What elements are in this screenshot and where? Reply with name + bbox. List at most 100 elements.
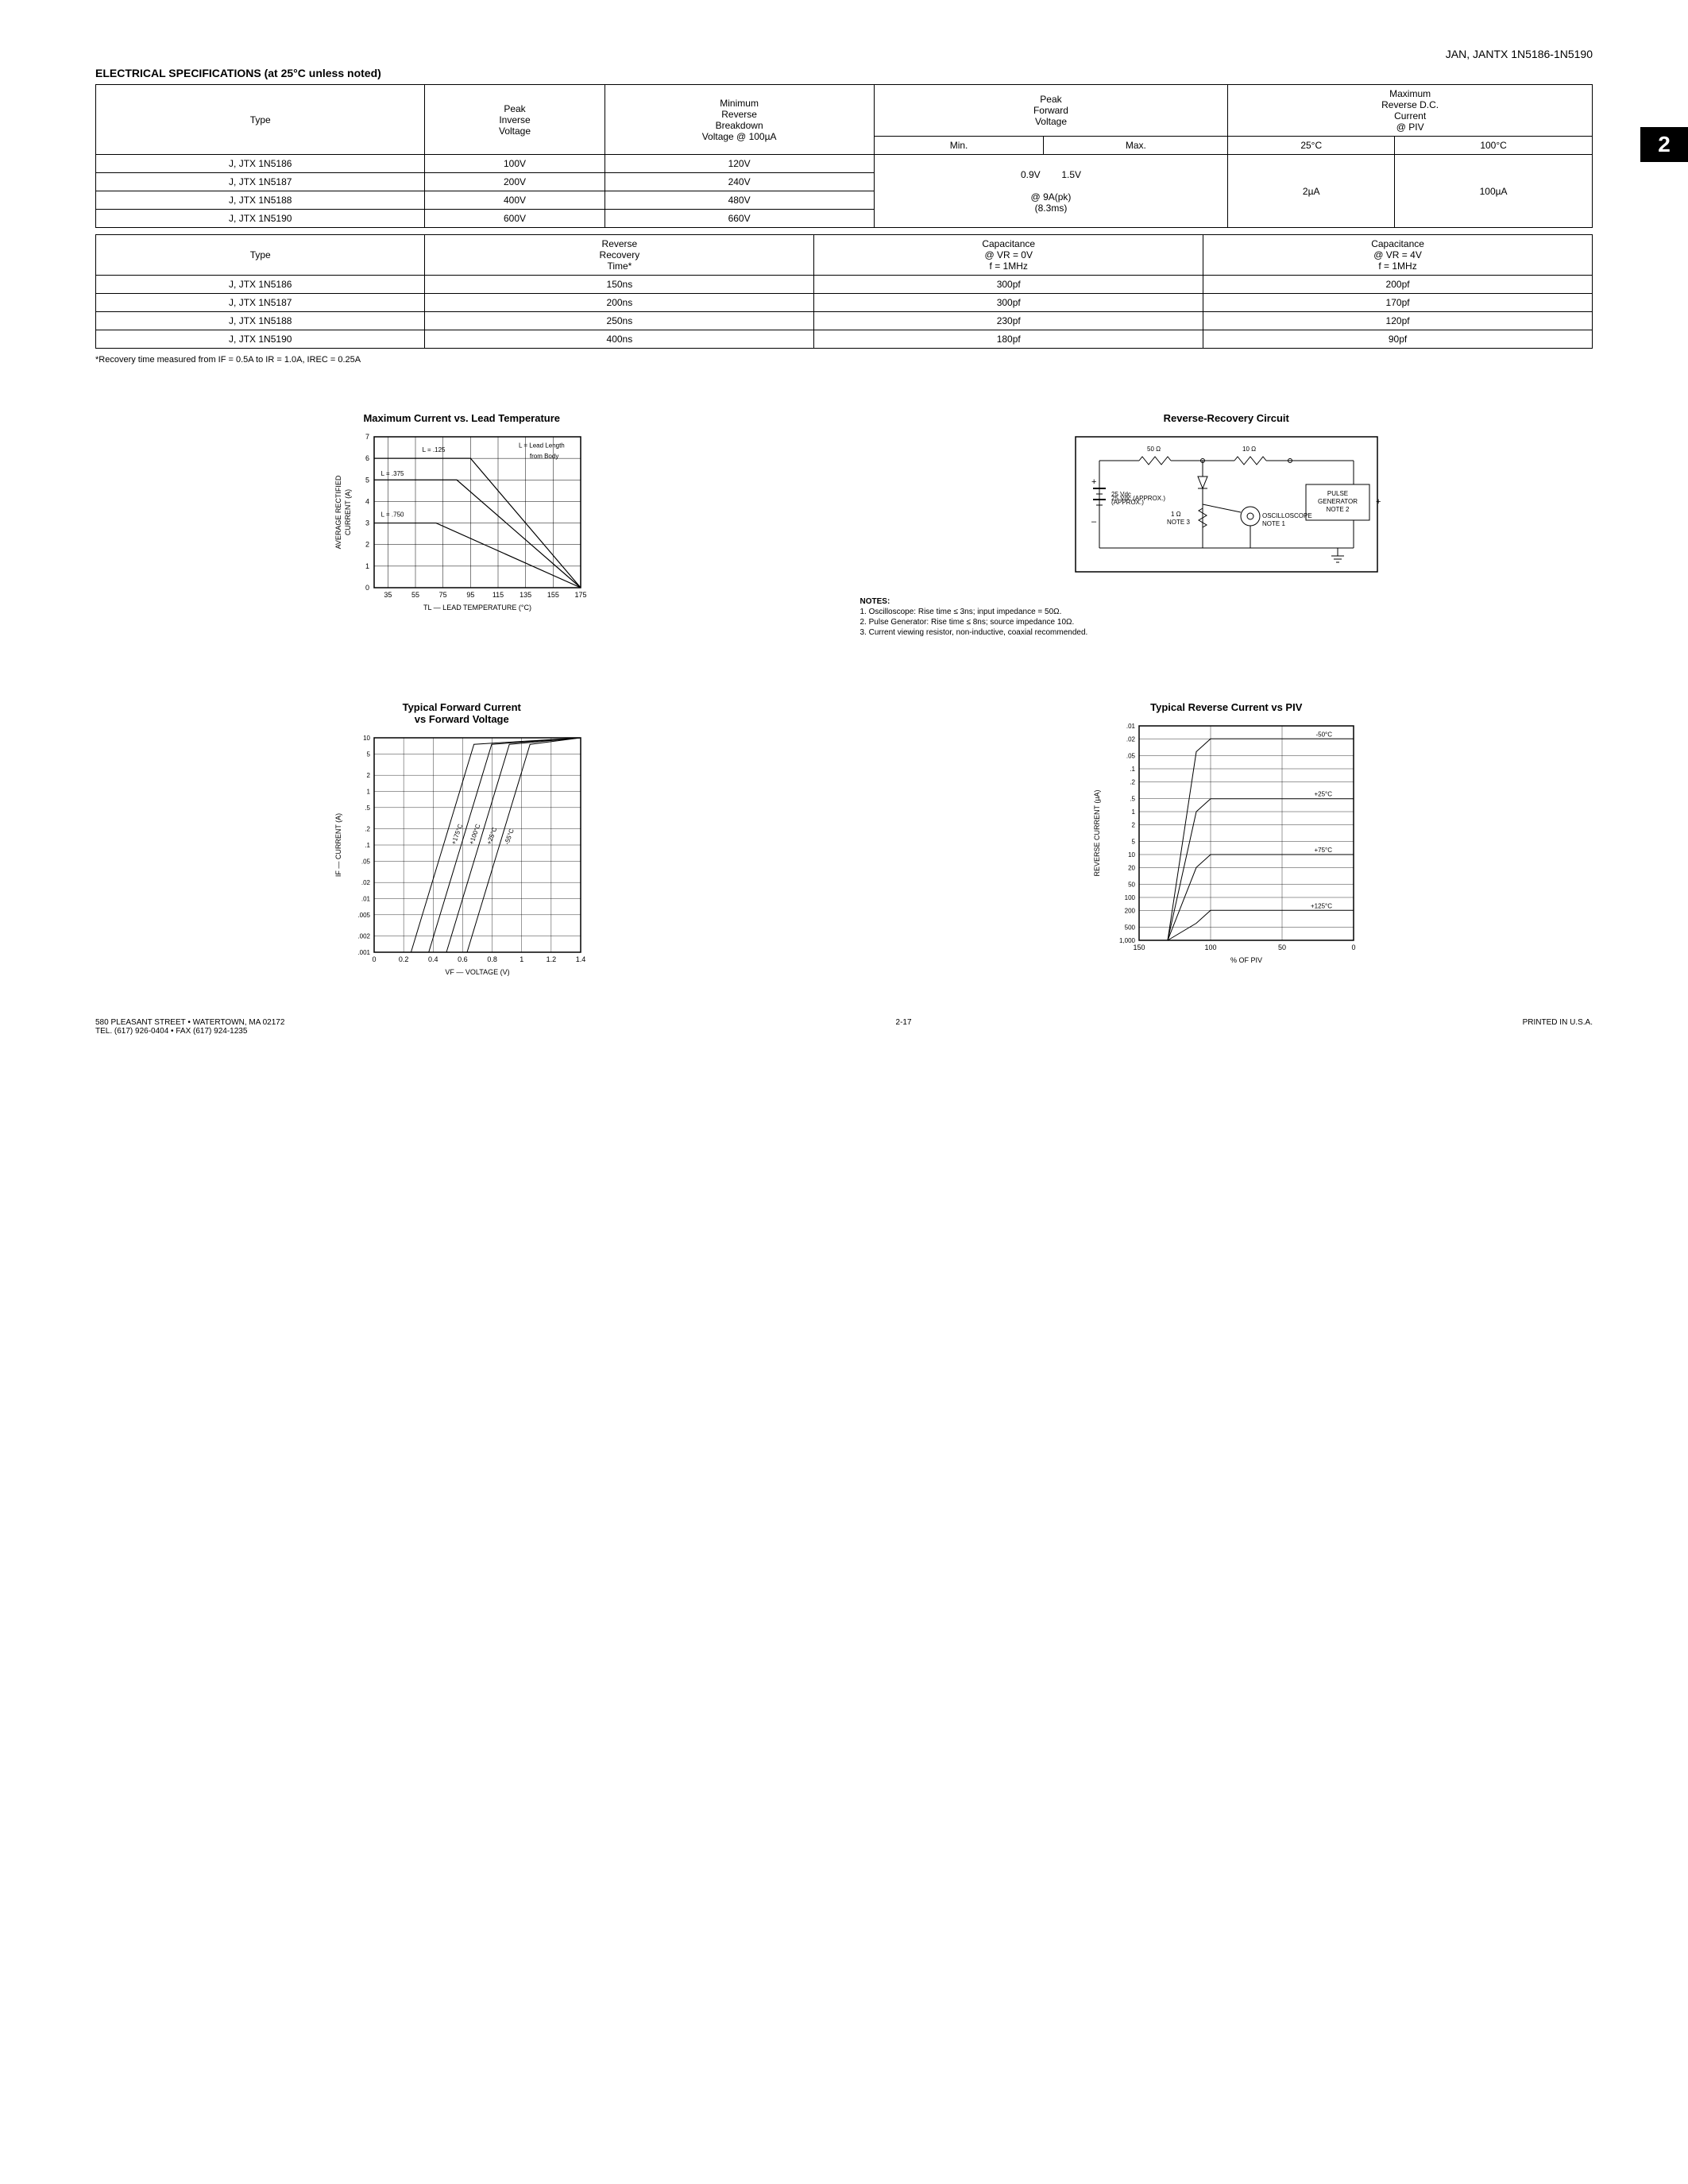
svg-text:CURRENT (A): CURRENT (A) [344,489,352,535]
footer-page: 2-17 [896,1018,912,1036]
t1r0-type: J, JTX 1N5186 [96,155,425,173]
footer-address: 580 PLEASANT STREET • WATERTOWN, MA 0217… [95,1018,284,1036]
svg-text:50: 50 [1128,882,1135,889]
section-tab: 2 [1640,127,1688,162]
svg-text:PULSE: PULSE [1327,490,1348,497]
chart-max-current: Maximum Current vs. Lead Temperature 355… [95,412,829,638]
t1r1-piv: 200V [425,173,605,191]
svg-text:0: 0 [1351,943,1355,951]
svg-text:7: 7 [365,433,369,441]
svg-text:75: 75 [439,591,447,599]
col-piv: Peak Inverse Voltage [425,85,605,155]
svg-text:50: 50 [1278,943,1286,951]
svg-text:95: 95 [467,591,475,599]
svg-text:10 Ω: 10 Ω [1242,446,1256,453]
svg-text:500: 500 [1124,924,1135,932]
svg-text:-50°C: -50°C [1315,731,1332,738]
svg-text:5: 5 [365,476,369,484]
col-pfv: Peak Forward Voltage [874,85,1228,137]
svg-text:2: 2 [365,541,369,549]
svg-text:150: 150 [1133,943,1145,951]
col-pfv-min: Min. [874,137,1044,155]
svg-text:+: + [1376,497,1381,507]
svg-text:.1: .1 [365,842,371,849]
svg-text:.5: .5 [365,805,371,812]
svg-text:.05: .05 [361,858,371,865]
svg-text:1.2: 1.2 [547,955,557,963]
t2-col-type: Type [96,235,425,276]
svg-text:from Body: from Body [530,453,558,460]
circuit-notes: NOTES: 1. Oscilloscope: Rise time ≤ 3ns;… [860,596,1593,638]
t2-col-trr: Reverse Recovery Time* [425,235,814,276]
svg-text:1.4: 1.4 [576,955,586,963]
svg-text:NOTE 1: NOTE 1 [1262,520,1285,527]
svg-text:100: 100 [1124,894,1135,901]
svg-text:0: 0 [373,955,377,963]
chart-reverse-piv: Typical Reverse Current vs PIV 150100500… [860,701,1593,986]
svg-text:VF — VOLTAGE (V): VF — VOLTAGE (V) [446,968,510,976]
svg-text:OSCILLOSCOPE: OSCILLOSCOPE [1262,512,1312,519]
t1r0-brk: 120V [605,155,874,173]
t2r2-type: J, JTX 1N5188 [96,312,425,330]
footer-printed: PRINTED IN U.S.A. [1523,1018,1593,1036]
svg-text:REVERSE CURRENT (µA): REVERSE CURRENT (µA) [1093,789,1101,876]
svg-text:55: 55 [411,591,419,599]
t2-col-c4: Capacitance @ VR = 4V f = 1MHz [1203,235,1593,276]
t2r1-type: J, JTX 1N5187 [96,294,425,312]
svg-text:1 Ω: 1 Ω [1171,511,1181,518]
t1r2-type: J, JTX 1N5188 [96,191,425,210]
svg-text:.01: .01 [1126,723,1136,730]
svg-text:10: 10 [363,735,370,742]
chart1-svg: 3555759511513515517501234567L = .125L = … [326,429,597,619]
svg-text:AVERAGE RECTIFIED: AVERAGE RECTIFIED [334,475,342,549]
svg-text:L = .125: L = .125 [423,446,446,453]
section-title: ELECTRICAL SPECIFICATIONS (at 25°C unles… [95,67,1593,79]
svg-text:10: 10 [1128,851,1135,859]
circuit-svg: +–25 Vdc (APPROX.)25 Vdc(APPROX.)50 Ω10 … [1068,429,1385,588]
col-maxrev: Maximum Reverse D.C. Current @ PIV [1228,85,1593,137]
svg-text:.2: .2 [1130,778,1135,785]
svg-text:.5: .5 [1130,796,1135,803]
svg-text:2: 2 [367,772,371,779]
svg-text:155: 155 [547,591,559,599]
svg-text:GENERATOR: GENERATOR [1318,498,1358,505]
svg-text:.02: .02 [1126,735,1136,743]
svg-text:1,000: 1,000 [1119,937,1136,944]
chart2-svg: 00.20.40.60.811.21.4.001.002.005.01.02.0… [326,730,597,984]
svg-text:20: 20 [1128,864,1135,871]
svg-text:175: 175 [575,591,587,599]
svg-text:L = Lead Length: L = Lead Length [519,442,565,450]
t1-pfv-cell: 0.9V 1.5V @ 9A(pk) (8.3ms) [874,155,1228,228]
col-type: Type [96,85,425,155]
svg-text:+25°C: +25°C [485,826,498,845]
svg-text:0.8: 0.8 [488,955,498,963]
chart-forward-iv: Typical Forward Current vs Forward Volta… [95,701,829,986]
t2-col-c0: Capacitance @ VR = 0V f = 1MHz [814,235,1203,276]
chart3-svg: 150100500.01.02.05.1.2.51251020501002005… [1083,718,1369,972]
svg-text:1: 1 [365,562,369,570]
svg-text:5: 5 [1131,839,1135,846]
col-brk: Minimum Reverse Breakdown Voltage @ 100µ… [605,85,874,155]
t1r2-piv: 400V [425,191,605,210]
svg-text:6: 6 [365,454,369,462]
svg-text:NOTE 3: NOTE 3 [1167,519,1190,526]
svg-text:3: 3 [365,519,369,527]
col-t25: 25°C [1228,137,1395,155]
svg-text:NOTE 2: NOTE 2 [1326,506,1349,513]
t1r1-brk: 240V [605,173,874,191]
t1-ir100: 100µA [1395,155,1593,228]
svg-text:2: 2 [1131,821,1135,828]
svg-text:(APPROX.): (APPROX.) [1111,499,1144,506]
svg-text:0.2: 0.2 [399,955,409,963]
t1r3-piv: 600V [425,210,605,228]
svg-text:L = .375: L = .375 [381,470,404,477]
svg-text:-55°C: -55°C [504,828,516,846]
t1r2-brk: 480V [605,191,874,210]
svg-text:.05: .05 [1126,753,1136,760]
svg-text:25 Vdc: 25 Vdc [1111,491,1131,498]
svg-text:TL — LEAD TEMPERATURE (°C): TL — LEAD TEMPERATURE (°C) [423,604,531,612]
product-header: JAN, JANTX 1N5186-1N5190 [95,48,1593,60]
svg-text:L = .750: L = .750 [381,511,404,518]
t2r3-type: J, JTX 1N5190 [96,330,425,349]
svg-text:135: 135 [520,591,531,599]
